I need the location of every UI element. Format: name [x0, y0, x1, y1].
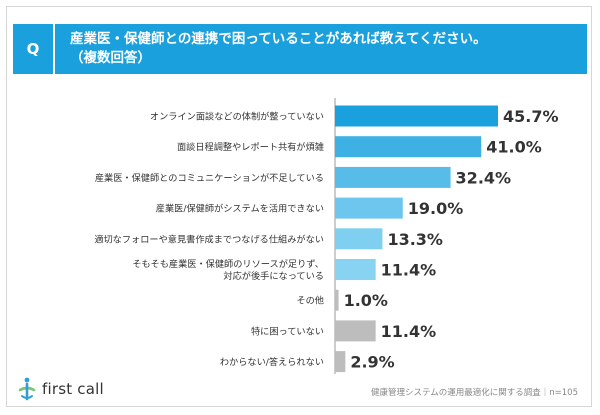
category-label-7: その他 [296, 295, 324, 307]
value-label-8: 11.4% [381, 322, 437, 341]
category-label-6-line-2: 対応が後手になっている [223, 270, 324, 282]
question-label: Q [26, 40, 40, 58]
title-line-1: 産業医・保健師との連携で困っていることがあれば教えてください。 [70, 31, 487, 47]
category-label-4: 産業医/保健師がシステムを活用できない [156, 203, 324, 215]
bar-7 [335, 289, 339, 311]
value-label-5: 13.3% [387, 230, 443, 249]
category-label-5: 適切なフォローや意見書作成までつなげる仕組みがない [94, 233, 324, 245]
brand-logo: first call [18, 376, 104, 402]
bar-9 [335, 351, 346, 373]
category-label-9: わからない/答えられない [220, 356, 324, 368]
bar-6 [335, 259, 376, 280]
question-badge: Q [13, 24, 53, 74]
category-label-1: オンライン面談などの体制が整っていない [150, 111, 324, 123]
bar-5 [335, 228, 383, 250]
title-line-2: （複数回答） [70, 50, 151, 66]
category-label-6-line-1: そもそも産業医・保健師のリソースが足りず、 [132, 258, 324, 270]
source-note: 健康管理システムの運用最適化に関する調査｜n=105 [371, 388, 578, 398]
value-label-9: 2.9% [350, 353, 394, 372]
value-label-6: 11.4% [381, 261, 437, 280]
value-label-3: 32.4% [456, 168, 512, 187]
value-label-1: 45.7% [503, 107, 559, 126]
logo-text: first call [42, 380, 104, 398]
category-label-2: 面談日程調整やレポート共有が煩雑 [177, 141, 324, 153]
bar-4 [335, 197, 403, 219]
first-call-logo-icon [18, 377, 36, 401]
value-label-4: 19.0% [408, 199, 464, 218]
question-title: 産業医・保健師との連携で困っていることがあれば教えてください。 （複数回答） [55, 24, 587, 74]
value-label-2: 41.0% [486, 138, 542, 157]
bar-8 [335, 320, 376, 342]
bar-1 [335, 105, 498, 127]
category-label-8: 特に困っていない [251, 325, 324, 337]
bar-2 [335, 136, 482, 158]
bar-3 [335, 166, 451, 188]
category-label-3: 産業医・保健師とのコミュニケーションが不足している [95, 172, 324, 184]
value-label-7: 1.0% [344, 291, 388, 310]
